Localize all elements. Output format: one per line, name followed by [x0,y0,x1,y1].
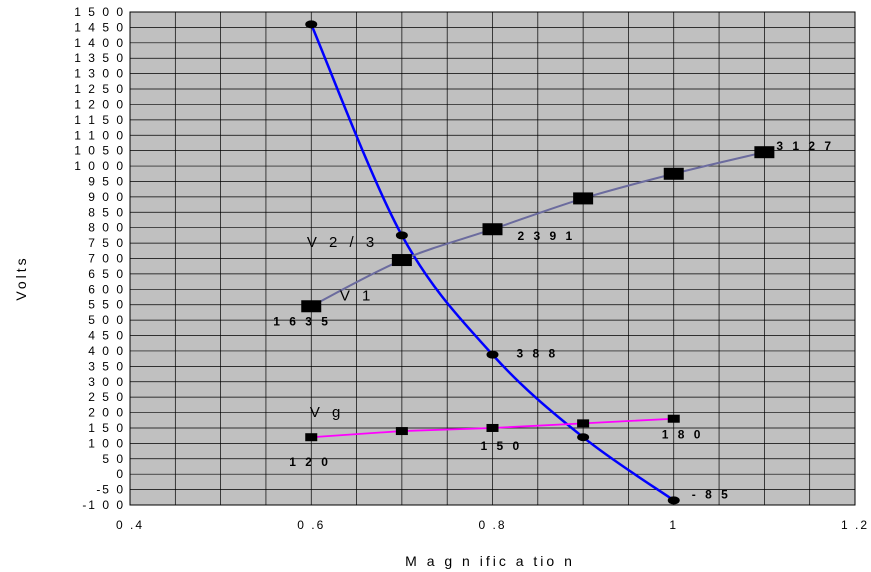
y-tick-label: 1 5 0 0 [74,5,125,19]
data-label: - 8 5 [692,487,731,501]
y-tick-label: 1 2 5 0 [74,82,125,96]
y-tick-label: -5 0 [96,483,125,497]
y-tick-label: 7 0 0 [88,252,125,266]
y-tick-label: 1 2 0 0 [74,97,125,111]
data-point [486,350,499,359]
y-tick-label: 2 0 0 [88,406,125,420]
x-tick-label: 1 .2 [841,518,869,532]
y-tick-label: 5 0 0 [88,313,125,327]
x-tick-label: 1 [669,518,678,532]
y-tick-label: 9 5 0 [88,174,125,188]
data-point [573,192,594,205]
y-tick-label: 2 5 0 [88,390,125,404]
y-tick-label: -1 0 0 [82,498,125,512]
series-name-label: V g [310,404,345,421]
data-point [577,419,590,428]
data-point [305,20,318,29]
data-label: 1 6 3 5 [273,314,331,328]
y-tick-label: 1 0 5 0 [74,144,125,158]
y-tick-label: 5 0 [102,452,125,466]
y-axis-title: Volts [13,255,29,300]
y-tick-label: 1 3 0 0 [74,67,125,81]
y-tick-label: 7 5 0 [88,236,125,250]
data-point [663,167,684,180]
data-label: 1 2 0 [289,455,331,469]
y-tick-label: 6 0 0 [88,282,125,296]
series-layer [301,20,775,505]
x-tick-label: 0 .8 [478,518,506,532]
y-tick-label: 1 0 0 0 [74,159,125,173]
x-axis-title: M a g n ific a tio n [405,553,575,569]
y-tick-label: 6 5 0 [88,267,125,281]
data-point [305,433,318,442]
x-tick-label: 0 .6 [297,518,325,532]
y-tick-label: 1 0 0 [88,436,125,450]
data-point [667,496,680,505]
y-tick-label: 8 5 0 [88,205,125,219]
y-tick-label: 9 0 0 [88,190,125,204]
y-tick-label: 4 5 0 [88,329,125,343]
y-tick-label: 1 4 5 0 [74,20,125,34]
data-label: 3 1 2 7 [776,139,834,153]
x-tick-label: 0 .4 [116,518,144,532]
y-tick-label: 1 3 5 0 [74,51,125,65]
y-tick-label: 4 0 0 [88,344,125,358]
label-layer: V 1 3 8 8 - 8 5 V 2 / 3 1 6 3 5 2 3 9 1 3 1 2 … [273,139,834,501]
series-name-label: V 2 / 3 [307,234,378,251]
y-tick-label: 3 5 0 [88,359,125,373]
y-tick-label: 5 5 0 [88,298,125,312]
data-point [395,427,408,436]
data-point [391,254,412,267]
data-point [301,300,322,313]
y-tick-label: 3 0 0 [88,375,125,389]
data-point [395,231,408,240]
y-tick-labels: -1 0 0-5 0 05 0 1 0 01 5 02 0 0 2 5 03 0 0 3… [74,5,125,512]
data-label: 2 3 9 1 [518,229,576,243]
data-label: 3 8 8 [517,347,559,361]
data-point [482,223,503,236]
data-label: 1 8 0 [662,428,704,442]
data-point [577,433,590,442]
y-tick-label: 1 1 0 0 [74,128,125,142]
series-name-label: V 1 [340,287,375,304]
data-point [754,146,775,159]
data-point [667,414,680,423]
data-label: 1 5 0 [481,439,523,453]
y-tick-label: 1 1 5 0 [74,113,125,127]
y-tick-label: 8 0 0 [88,221,125,235]
y-tick-label: 1 5 0 [88,421,125,435]
series-line [310,23,675,502]
plot-border [129,11,856,506]
x-tick-labels: 0 .4 0 .6 0 .8 1 1 .2 [116,518,869,532]
y-tick-label: 0 [116,467,125,481]
y-tick-label: 1 4 0 0 [74,36,125,50]
data-point [486,423,499,432]
